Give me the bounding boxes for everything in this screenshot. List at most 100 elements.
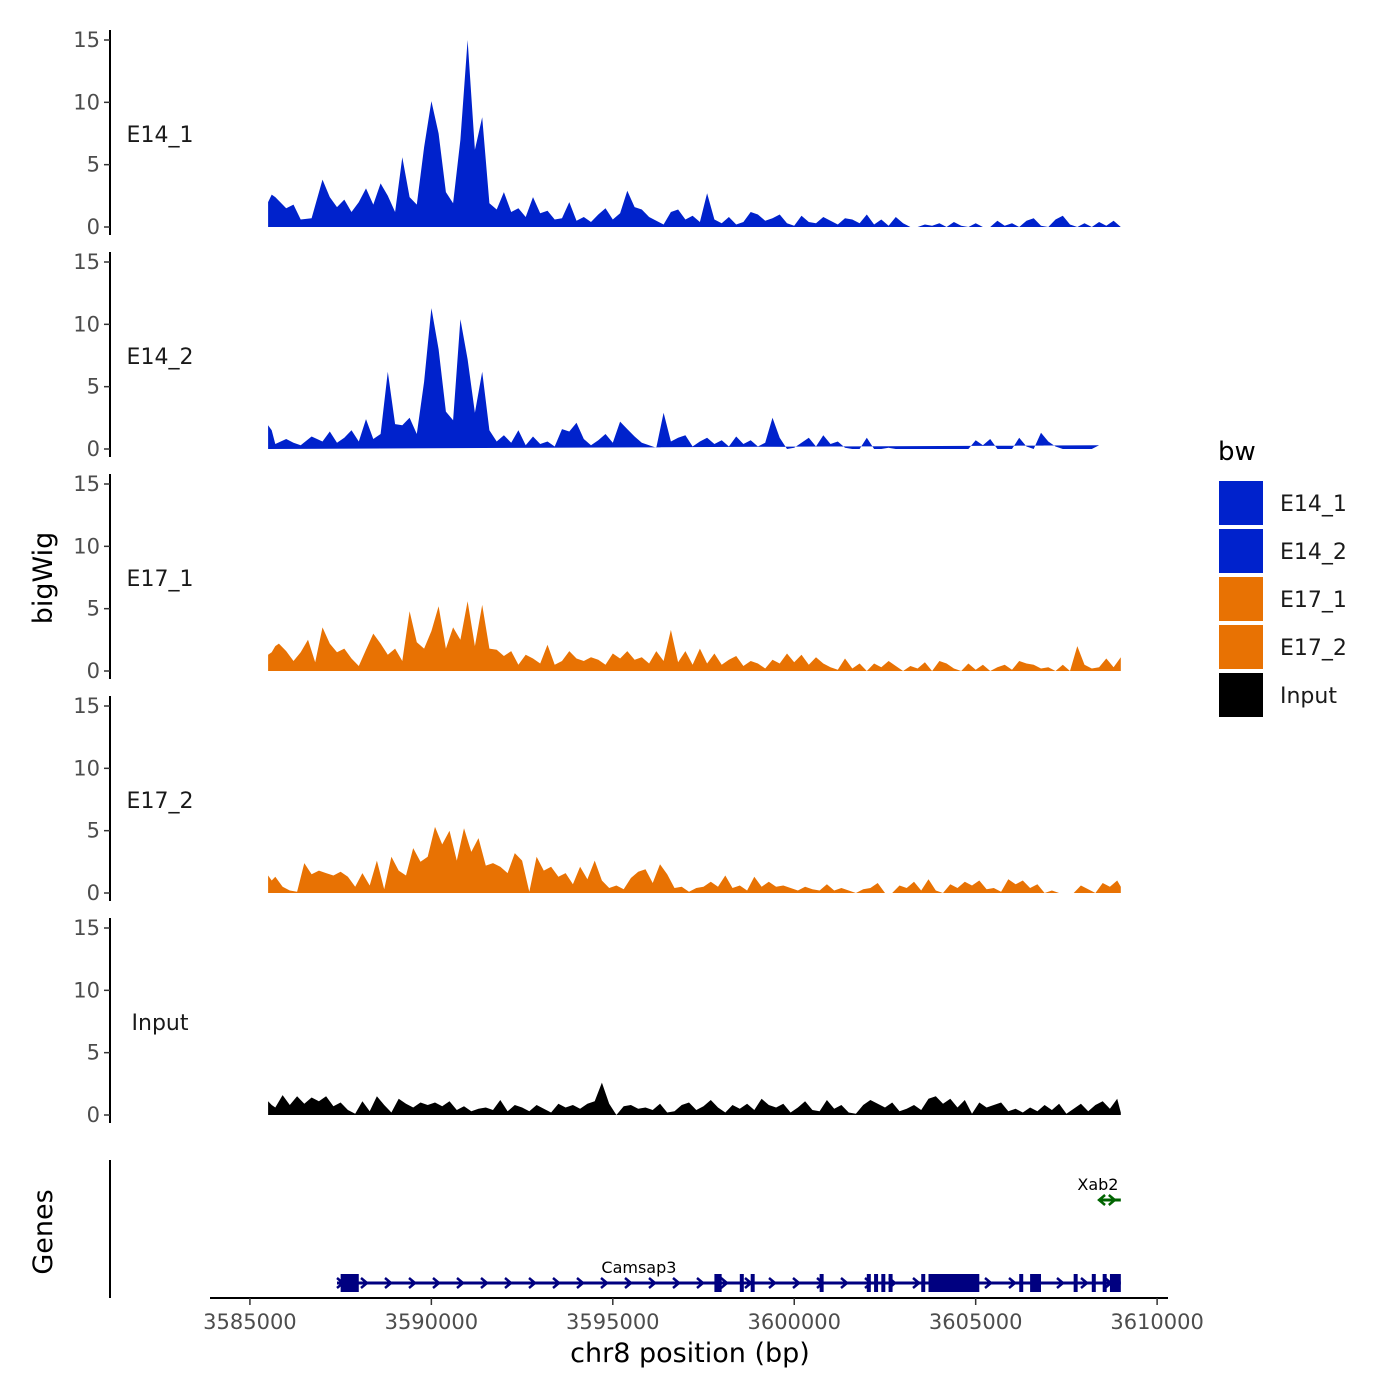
- track-area-E17_2: [268, 826, 1121, 893]
- y-tick-label-Input-5: 5: [87, 1041, 100, 1065]
- legend: bw E14_1 E14_2 E17_1 E17_2 Input: [1217, 437, 1347, 719]
- strand-arrow-Camsap3: [984, 1277, 993, 1289]
- y-tick-label-E14_1-5: 5: [87, 153, 100, 177]
- legend-key-E14_2: [1217, 527, 1265, 575]
- gene-Camsap3: Camsap3: [336, 1258, 1121, 1292]
- track-label-E17_1: E17_1: [127, 567, 194, 592]
- strand-arrow-Camsap3: [912, 1277, 921, 1289]
- strand-arrow-Camsap3: [1008, 1277, 1017, 1289]
- track-label-E14_2: E14_2: [127, 345, 194, 370]
- y-tick-label-E17_1-0: 0: [87, 659, 100, 683]
- exon-Camsap3-13: [1073, 1274, 1078, 1292]
- exon-Camsap3-9: [921, 1274, 926, 1292]
- tracks-layer: 0 5 10 15 E14_1 0 5 10 15 E14_2 0 5 10 15 E17_1 0 5 10 15 E…: [73, 28, 1121, 1127]
- track-area-E17_1: [268, 601, 1121, 671]
- legend-key-E17_2: [1217, 623, 1265, 671]
- gene-label-Camsap3: Camsap3: [601, 1258, 676, 1277]
- y-axis-title: bigWig: [28, 532, 59, 625]
- exon-Camsap3-0: [340, 1274, 359, 1292]
- x-tick-label-3590000: 3590000: [385, 1310, 479, 1334]
- exon-Camsap3-16: [1109, 1274, 1121, 1292]
- y-tick-label-Input-10: 10: [73, 978, 100, 1002]
- legend-key-E17_1: [1217, 575, 1265, 623]
- x-tick-label-3600000: 3600000: [747, 1310, 841, 1334]
- strand-arrow-Camsap3: [696, 1277, 705, 1289]
- track-area-E14_1: [268, 40, 1121, 227]
- x-axis: 3585000 3590000 3595000 3600000 3605000 36100…: [203, 1297, 1204, 1334]
- exon-Camsap3-10: [928, 1274, 980, 1292]
- x-tick-label-3610000: 3610000: [1110, 1310, 1204, 1334]
- legend-label-E17_2: E17_2: [1280, 636, 1347, 661]
- strand-arrow-Camsap3: [840, 1277, 849, 1289]
- y-tick-label-E14_1-10: 10: [73, 90, 100, 114]
- legend-label-E14_2: E14_2: [1280, 540, 1347, 565]
- legend-key-Input: [1217, 671, 1265, 719]
- genes-layer: Camsap3 Xab2: [109, 1160, 1121, 1298]
- exon-Camsap3-11: [1019, 1274, 1024, 1292]
- strand-arrow-Camsap3: [600, 1277, 609, 1289]
- y-tick-label-E14_2-15: 15: [73, 250, 100, 274]
- exon-Camsap3-8: [888, 1274, 893, 1292]
- legend-key-E14_1: [1217, 479, 1265, 527]
- strand-arrow-Camsap3: [792, 1277, 801, 1289]
- strand-arrow-Camsap3: [576, 1277, 585, 1289]
- gene-label-Xab2: Xab2: [1077, 1175, 1118, 1194]
- exon-Camsap3-5: [866, 1274, 871, 1292]
- x-tick-label-3585000: 3585000: [203, 1310, 297, 1334]
- y-tick-label-E14_2-10: 10: [73, 312, 100, 336]
- strand-arrow-Camsap3: [648, 1277, 657, 1289]
- y-tick-label-E14_1-15: 15: [73, 28, 100, 52]
- strand-arrow-Camsap3: [432, 1277, 441, 1289]
- track-panel-E14_2: 0 5 10 15 E14_2: [73, 250, 1100, 461]
- strand-arrow-Camsap3: [480, 1277, 489, 1289]
- legend-label-E17_1: E17_1: [1280, 588, 1347, 613]
- exon-Camsap3-14: [1091, 1274, 1096, 1292]
- strand-arrow-Camsap3: [768, 1277, 777, 1289]
- strand-arrow-Camsap3: [720, 1277, 729, 1289]
- strand-arrow-Camsap3: [408, 1277, 417, 1289]
- y-tick-label-E17_2-10: 10: [73, 756, 100, 780]
- y-tick-label-E14_2-5: 5: [87, 375, 100, 399]
- y-tick-label-E17_1-5: 5: [87, 597, 100, 621]
- track-panel-Input: 0 5 10 15 Input: [73, 916, 1121, 1127]
- legend-title: bw: [1218, 437, 1256, 467]
- track-label-E17_2: E17_2: [127, 789, 194, 814]
- legend-label-Input: Input: [1280, 684, 1337, 709]
- track-label-Input: Input: [132, 1011, 189, 1036]
- track-area-Input: [268, 1082, 1121, 1115]
- y-tick-label-E14_1-0: 0: [87, 215, 100, 239]
- strand-arrow-Camsap3: [504, 1277, 513, 1289]
- exon-Camsap3-4: [819, 1274, 824, 1292]
- exon-Camsap3-3: [750, 1274, 755, 1292]
- exon-Camsap3-1: [714, 1274, 722, 1292]
- x-tick-label-3605000: 3605000: [929, 1310, 1023, 1334]
- track-area-E14_2: [268, 308, 1100, 449]
- y-tick-label-E17_1-15: 15: [73, 472, 100, 496]
- track-label-E14_1: E14_1: [127, 123, 194, 148]
- gene-Xab2: Xab2: [1077, 1175, 1121, 1206]
- strand-arrow-Xab2: [1108, 1194, 1117, 1206]
- strand-arrow-Camsap3: [1056, 1277, 1065, 1289]
- strand-arrow-Camsap3: [360, 1277, 369, 1289]
- y-tick-label-E14_2-0: 0: [87, 437, 100, 461]
- y-tick-label-Input-15: 15: [73, 916, 100, 940]
- strand-arrow-Camsap3: [1080, 1277, 1089, 1289]
- exon-Camsap3-6: [874, 1274, 879, 1292]
- exon-Camsap3-7: [881, 1274, 886, 1292]
- y-tick-label-E17_1-10: 10: [73, 534, 100, 558]
- y-tick-label-E17_2-5: 5: [87, 819, 100, 843]
- strand-arrow-Camsap3: [624, 1277, 633, 1289]
- strand-arrow-Camsap3: [672, 1277, 681, 1289]
- y-tick-label-Input-0: 0: [87, 1103, 100, 1127]
- exon-Camsap3-15: [1102, 1274, 1107, 1292]
- x-tick-label-3595000: 3595000: [566, 1310, 660, 1334]
- strand-arrow-Xab2: [1097, 1194, 1106, 1206]
- exon-Camsap3-2: [739, 1274, 744, 1292]
- strand-arrow-Camsap3: [528, 1277, 537, 1289]
- strand-arrow-Camsap3: [552, 1277, 561, 1289]
- y-tick-label-E17_2-0: 0: [87, 881, 100, 905]
- y-tick-label-E17_2-15: 15: [73, 694, 100, 718]
- strand-arrow-Camsap3: [456, 1277, 465, 1289]
- strand-arrow-Camsap3: [384, 1277, 393, 1289]
